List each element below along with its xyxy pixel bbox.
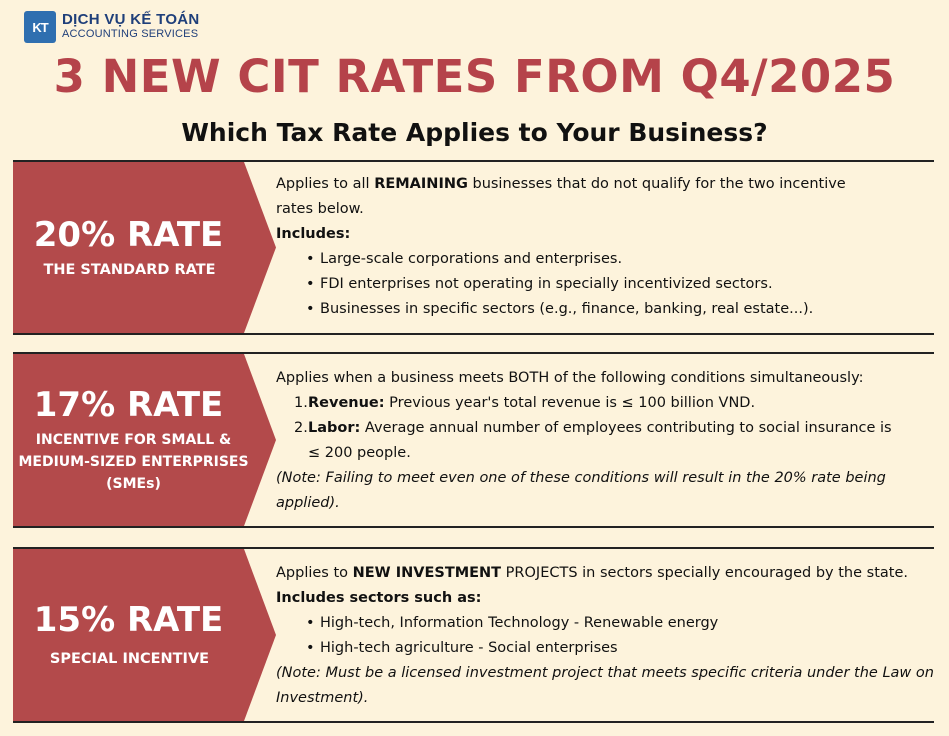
rate-label: SPECIAL INCENTIVE — [49, 651, 210, 667]
rate-note-cont: applied). — [276, 495, 340, 511]
rate-row-20: 20% RATE THE STANDARD RATE Applies to al… — [13, 160, 934, 335]
rate-note: (Note: Must be a licensed investment pro… — [276, 665, 934, 681]
list-item: FDI enterprises not operating in special… — [306, 272, 934, 297]
rate-badge-20: 20% RATE THE STANDARD RATE — [13, 162, 276, 333]
rate-value: 20% RATE — [33, 214, 224, 255]
condition-labor-cont: ≤ 200 people. — [308, 445, 411, 461]
brand-logo: KT DỊCH VỤ KẾ TOÁN ACCOUNTING SERVICES — [24, 11, 200, 43]
rate-intro: Applies to NEW INVESTMENT PROJECTS in se… — [276, 565, 908, 581]
brand-name-vi: DỊCH VỤ KẾ TOÁN — [62, 11, 200, 28]
condition-labor: 2. Labor: Average annual number of employ… — [294, 420, 892, 436]
includes-list: High-tech, Information Technology - Rene… — [276, 611, 934, 661]
list-item: High-tech, Information Technology - Rene… — [306, 611, 934, 636]
rate-description-17: Applies when a business meets BOTH of th… — [276, 354, 934, 526]
rate-value: 15% RATE — [33, 600, 224, 640]
includes-heading: Includes sectors such as: — [276, 590, 482, 606]
includes-heading: Includes: — [276, 226, 351, 242]
rate-description-15: Applies to NEW INVESTMENT PROJECTS in se… — [276, 549, 934, 721]
rate-intro: Applies when a business meets BOTH of th… — [276, 370, 864, 386]
rate-badge-17: 17% RATE INCENTIVE FOR SMALL & MEDIUM-SI… — [13, 354, 276, 526]
brand-name-en: ACCOUNTING SERVICES — [62, 28, 199, 40]
rate-row-17: 17% RATE INCENTIVE FOR SMALL & MEDIUM-SI… — [13, 352, 934, 528]
condition-revenue: 1. Revenue: Previous year's total revenue… — [294, 395, 756, 411]
logo-mark-icon: KT — [24, 11, 56, 43]
rate-badge-15: 15% RATE SPECIAL INCENTIVE — [13, 549, 276, 721]
list-item: High-tech agriculture - Social enterpris… — [306, 636, 934, 661]
list-item: Large-scale corporations and enterprises… — [306, 247, 934, 272]
rate-label: THE STANDARD RATE — [43, 261, 216, 278]
rate-intro: Applies to all REMAINING businesses that… — [276, 176, 846, 192]
includes-list: Large-scale corporations and enterprises… — [276, 247, 934, 322]
rate-note-cont: Investment). — [276, 690, 369, 706]
list-item: Businesses in specific sectors (e.g., fi… — [306, 297, 934, 322]
rate-description-20: Applies to all REMAINING businesses that… — [276, 162, 934, 333]
rate-note: (Note: Failing to meet even one of these… — [276, 470, 886, 486]
rate-value: 17% RATE — [33, 385, 224, 425]
page-title: 3 NEW CIT RATES FROM Q4/2025 — [53, 50, 896, 103]
page-subtitle: Which Tax Rate Applies to Your Business? — [181, 118, 768, 147]
rate-label: INCENTIVE FOR SMALL & MEDIUM-SIZED ENTER… — [18, 432, 249, 492]
conditions-list: 1. Revenue: Previous year's total revenue… — [276, 391, 934, 466]
rate-row-15: 15% RATE SPECIAL INCENTIVE Applies to NE… — [13, 547, 934, 723]
brand-text: DỊCH VỤ KẾ TOÁN ACCOUNTING SERVICES — [62, 11, 200, 41]
rate-intro-cont: rates below. — [276, 201, 364, 217]
